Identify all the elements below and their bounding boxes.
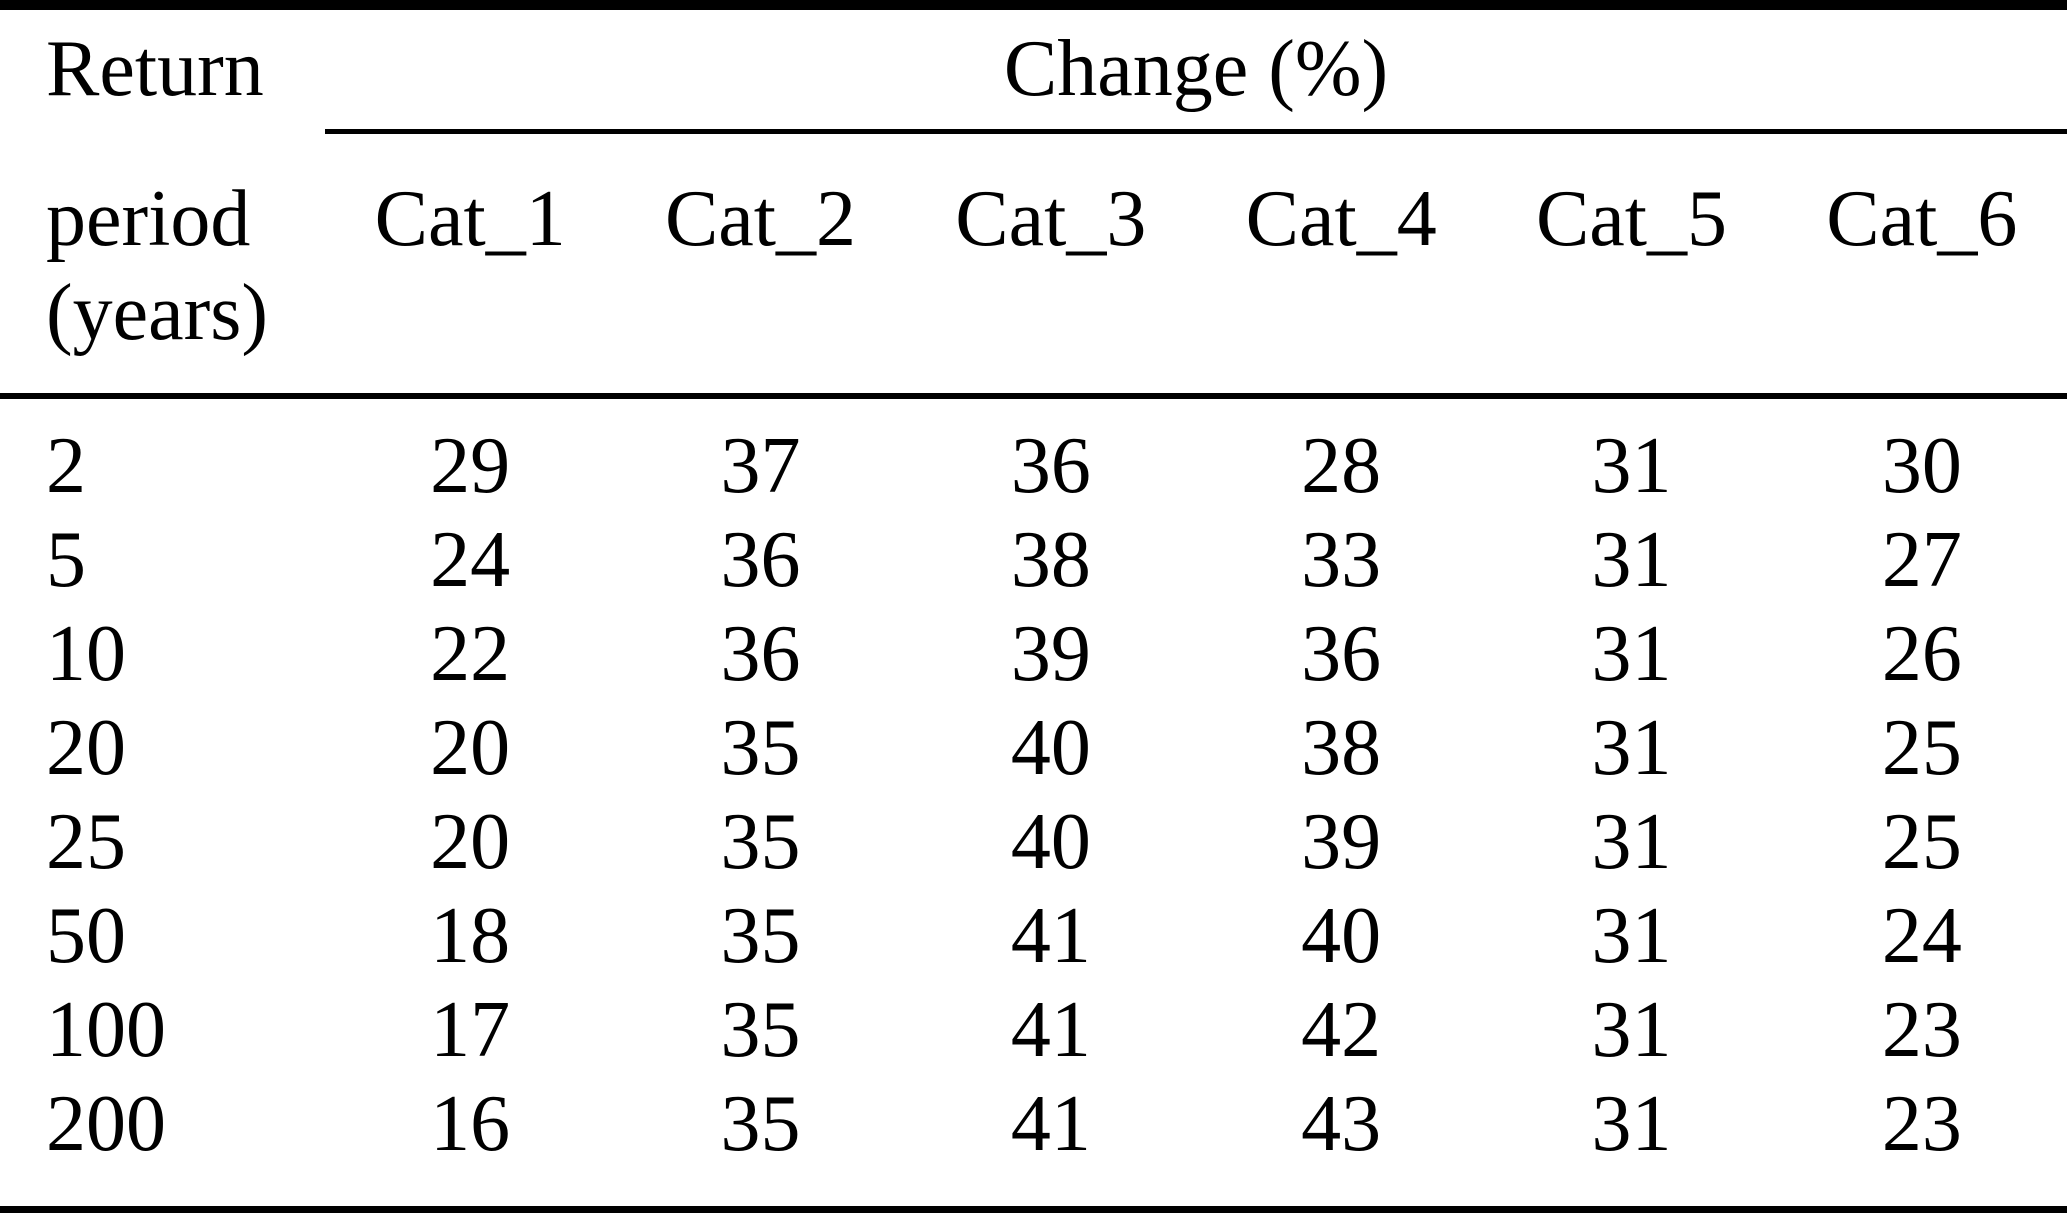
period-cell: 2: [46, 422, 86, 510]
value-cell: 31: [1591, 1080, 1672, 1168]
value-cell: 43: [1301, 1080, 1382, 1168]
table-row: 2 29 37 36 28 31 30: [0, 419, 2067, 513]
value-cell: 36: [1301, 610, 1382, 698]
period-cell: 100: [46, 986, 166, 1074]
value-cell: 30: [1881, 422, 1962, 510]
period-cell: 20: [46, 704, 126, 792]
value-cell: 35: [720, 704, 801, 792]
stub-header-line-1: Return: [46, 25, 264, 113]
table-row: 20 20 35 40 38 31 25: [0, 701, 2067, 795]
period-cell: 200: [46, 1080, 166, 1168]
table-top-rule: [0, 0, 2067, 10]
value-cell: 31: [1591, 986, 1672, 1074]
value-cell: 39: [1301, 798, 1382, 886]
column-header-cat-5: Cat_5: [1535, 175, 1728, 263]
value-cell: 35: [720, 986, 801, 1074]
period-cell: 50: [46, 892, 126, 980]
value-cell: 22: [430, 610, 511, 698]
period-cell: 25: [46, 798, 126, 886]
stub-header-line-3: (years): [46, 269, 269, 357]
table-row: 5 24 36 38 33 31 27: [0, 513, 2067, 607]
value-cell: 41: [1010, 986, 1091, 1074]
value-cell: 39: [1010, 610, 1091, 698]
column-header-cat-3: Cat_3: [955, 175, 1147, 263]
value-cell: 28: [1301, 422, 1382, 510]
value-cell: 20: [430, 798, 511, 886]
header-row-units: (years): [0, 273, 2067, 353]
period-cell: 10: [46, 610, 126, 698]
value-cell: 20: [430, 704, 511, 792]
value-cell: 29: [430, 422, 511, 510]
value-cell: 17: [430, 986, 511, 1074]
value-cell: 23: [1881, 986, 1962, 1074]
column-header-cat-1: Cat_1: [374, 175, 566, 263]
value-cell: 16: [430, 1080, 511, 1168]
header-row-group: Return Change (%): [0, 29, 2067, 134]
table-row: 10 22 36 39 36 31 26: [0, 607, 2067, 701]
header-row-columns: period Cat_1 Cat_2 Cat_3 Cat_4 Cat_5 Cat…: [0, 179, 2067, 259]
table-header-rule: [0, 393, 2067, 399]
value-cell: 27: [1881, 516, 1962, 604]
value-cell: 25: [1881, 704, 1962, 792]
value-cell: 25: [1881, 798, 1962, 886]
value-cell: 31: [1591, 516, 1672, 604]
table-row: 200 16 35 41 43 31 23: [0, 1077, 2067, 1171]
value-cell: 24: [1881, 892, 1962, 980]
value-cell: 24: [430, 516, 511, 604]
value-cell: 38: [1301, 704, 1382, 792]
value-cell: 37: [720, 422, 801, 510]
value-cell: 40: [1010, 704, 1091, 792]
value-cell: 42: [1301, 986, 1382, 1074]
value-cell: 33: [1301, 516, 1382, 604]
value-cell: 31: [1591, 892, 1672, 980]
column-header-cat-2: Cat_2: [664, 175, 857, 263]
value-cell: 31: [1591, 610, 1672, 698]
value-cell: 35: [720, 798, 801, 886]
table-row: 25 20 35 40 39 31 25: [0, 795, 2067, 889]
value-cell: 26: [1881, 610, 1962, 698]
table-row: 50 18 35 41 40 31 24: [0, 889, 2067, 983]
value-cell: 31: [1591, 798, 1672, 886]
period-cell: 5: [46, 516, 86, 604]
value-cell: 31: [1591, 422, 1672, 510]
value-cell: 31: [1591, 704, 1672, 792]
value-cell: 41: [1010, 892, 1091, 980]
value-cell: 36: [720, 610, 801, 698]
group-header-change-pct: Change (%): [325, 29, 2067, 134]
column-header-cat-6: Cat_6: [1826, 175, 2018, 263]
value-cell: 36: [1010, 422, 1091, 510]
value-cell: 36: [720, 516, 801, 604]
column-header-cat-4: Cat_4: [1245, 175, 1437, 263]
table-row: 100 17 35 41 42 31 23: [0, 983, 2067, 1077]
value-cell: 40: [1301, 892, 1382, 980]
value-cell: 40: [1010, 798, 1091, 886]
value-cell: 41: [1010, 1080, 1091, 1168]
value-cell: 18: [430, 892, 511, 980]
stub-header-line-2: period: [46, 175, 251, 263]
value-cell: 23: [1881, 1080, 1962, 1168]
value-cell: 38: [1010, 516, 1091, 604]
table-body: 2 29 37 36 28 31 30 5 24 36 38 33 31 27 …: [0, 419, 2067, 1171]
value-cell: 35: [720, 1080, 801, 1168]
value-cell: 35: [720, 892, 801, 980]
